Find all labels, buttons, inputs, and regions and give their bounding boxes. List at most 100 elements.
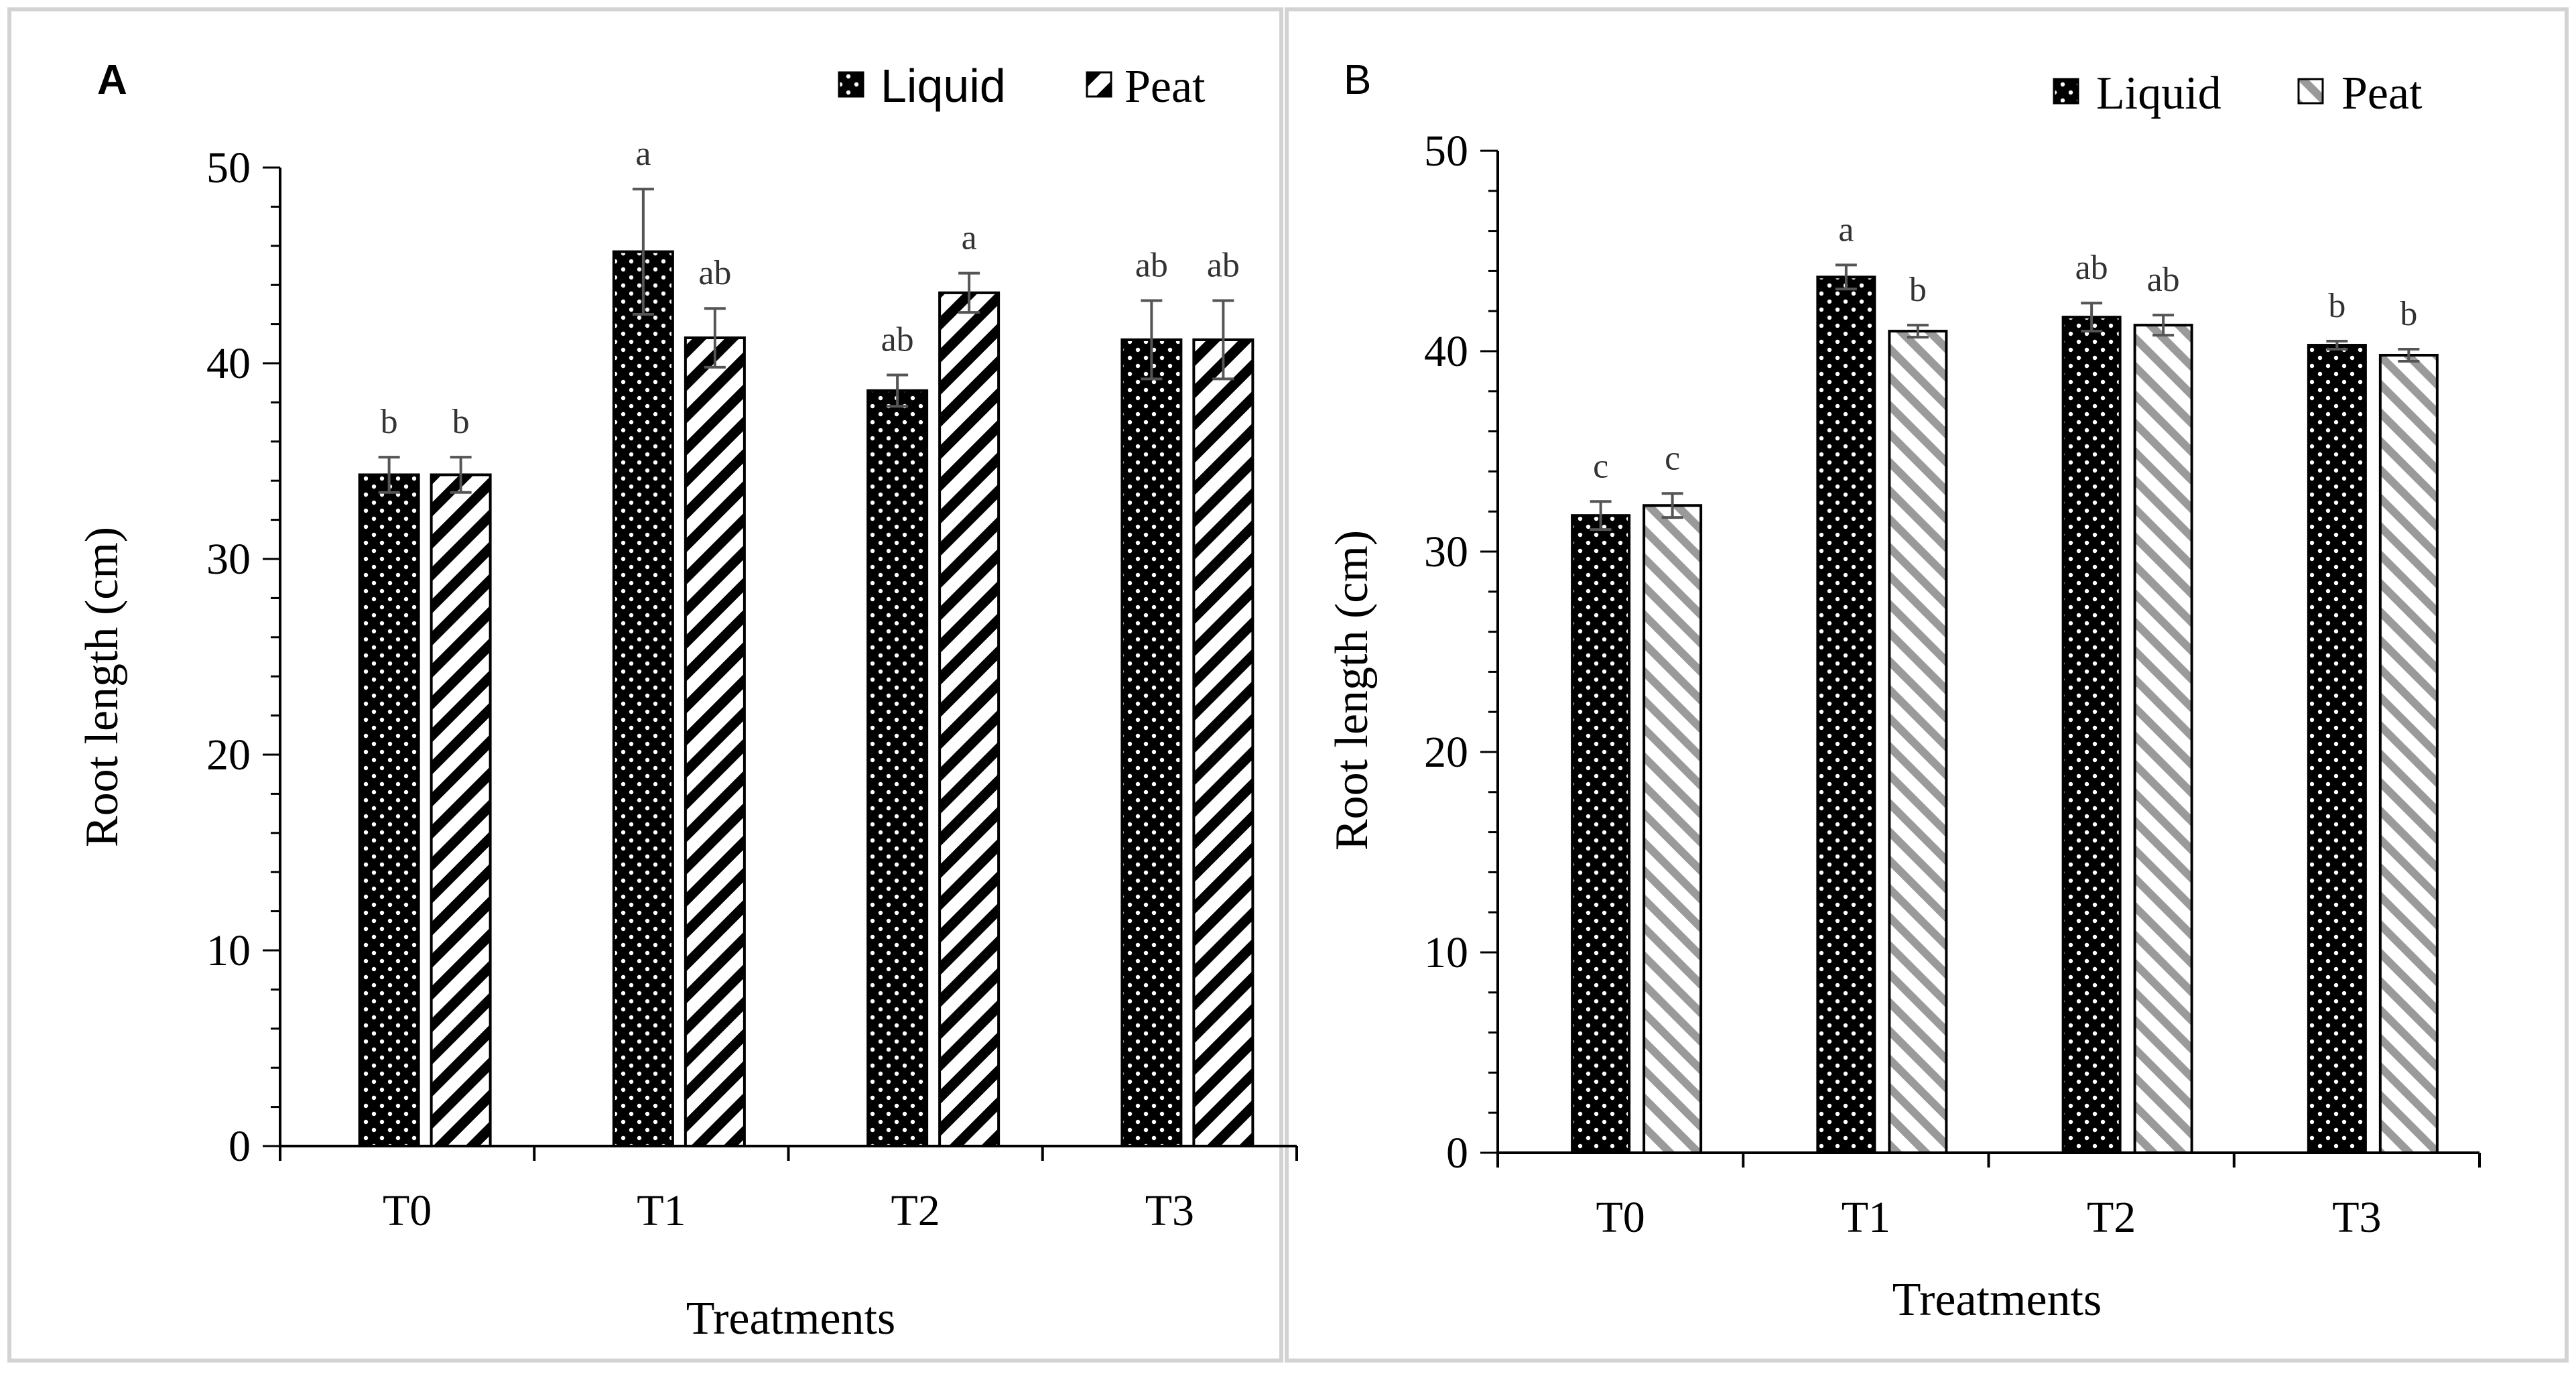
panel-a-letter: A <box>97 57 127 103</box>
y-tick-label-a-50: 50 <box>206 143 251 192</box>
x-axis-title-b: Treatments <box>1892 1274 2102 1326</box>
error-bar-b-liquid-t2 <box>2081 302 2103 333</box>
sig-letter-b-peat-t1: b <box>1909 271 1927 309</box>
bar-a-peat-t3 <box>1192 338 1254 1148</box>
error-bar-a-peat-t1 <box>704 307 726 369</box>
legend-b-liquid-swatch <box>2053 78 2079 105</box>
error-bar-a-liquid-t3 <box>1141 299 1163 381</box>
sig-letter-a-liquid-t2: ab <box>881 321 914 359</box>
bar-b-peat-t2 <box>2133 324 2193 1154</box>
y-ticks-a: 0 10 20 30 40 50 <box>206 143 251 1171</box>
sig-letter-b-liquid-t2: ab <box>2075 249 2108 287</box>
legend-b-liquid-label: Liquid <box>2096 68 2221 119</box>
sig-letter-b-peat-t0: c <box>1665 439 1680 477</box>
y-tick-label-a-20: 20 <box>206 731 251 779</box>
axes-a <box>263 166 1298 1161</box>
sig-letter-a-peat-t3: ab <box>1207 247 1240 285</box>
legend-a-peat-label: Peat <box>1124 61 1206 113</box>
y-tick-label-a-0: 0 <box>229 1122 251 1171</box>
bar-a-peat-t2 <box>938 291 1001 1147</box>
sig-letter-b-liquid-t1: a <box>1838 210 1854 249</box>
sig-letter-b-liquid-t0: c <box>1593 447 1608 485</box>
x-tick-label-a-t2: T2 <box>891 1186 940 1235</box>
bar-b-liquid-t1 <box>1816 275 1876 1154</box>
legend-a-liquid-label: Liquid <box>881 60 1006 112</box>
sig-letter-b-peat-t3: b <box>2400 295 2417 333</box>
sig-letters-a: b b a ab ab a ab ab <box>381 135 1240 441</box>
y-tick-label-b-20: 20 <box>1424 728 1468 777</box>
error-bar-a-peat-t0 <box>450 456 472 494</box>
y-tick-label-b-30: 30 <box>1424 527 1468 576</box>
panel-b-letter: B <box>1344 57 1371 103</box>
error-bar-b-peat-t0 <box>1661 492 1683 519</box>
bar-b-liquid-t2 <box>2061 316 2122 1154</box>
x-tick-label-b-t0: T0 <box>1596 1193 1645 1242</box>
error-bar-a-liquid-t0 <box>378 456 400 494</box>
x-tick-label-a-t3: T3 <box>1145 1186 1194 1235</box>
bars-a <box>358 250 1254 1148</box>
bars-b <box>1571 275 2439 1155</box>
error-bar-a-peat-t3 <box>1212 299 1234 381</box>
y-axis-title-a: Root length (cm) <box>76 527 128 847</box>
x-tick-label-a-t1: T1 <box>637 1186 686 1235</box>
legend-a-liquid-swatch <box>838 71 864 98</box>
bar-a-peat-t0 <box>430 473 492 1147</box>
error-bar-b-liquid-t1 <box>1835 263 1857 291</box>
bar-b-peat-t0 <box>1643 504 1703 1154</box>
error-bar-b-liquid-t3 <box>2326 340 2348 351</box>
x-axis-title-a: Treatments <box>686 1293 895 1344</box>
axes-b <box>1480 149 2481 1168</box>
y-tick-label-b-50: 50 <box>1424 127 1468 176</box>
error-bar-b-peat-t3 <box>2398 348 2420 363</box>
bar-a-liquid-t0 <box>358 473 420 1147</box>
bar-b-peat-t3 <box>2378 353 2439 1154</box>
bar-a-liquid-t2 <box>866 389 929 1147</box>
y-tick-label-b-10: 10 <box>1424 928 1468 977</box>
error-bar-a-peat-t2 <box>958 271 980 314</box>
sig-letter-b-liquid-t3: b <box>2328 287 2345 325</box>
error-bar-b-liquid-t0 <box>1590 500 1612 531</box>
error-bars-a <box>378 188 1234 494</box>
sig-letter-a-liquid-t3: ab <box>1135 247 1168 285</box>
bar-a-peat-t1 <box>684 336 746 1147</box>
y-tick-label-b-0: 0 <box>1446 1129 1468 1178</box>
bar-a-liquid-t3 <box>1120 338 1183 1148</box>
sig-letter-a-liquid-t0: b <box>381 403 398 441</box>
sig-letter-a-peat-t0: b <box>452 403 470 441</box>
y-tick-label-b-40: 40 <box>1424 327 1468 376</box>
y-ticks-b: 0 10 20 30 40 50 <box>1424 127 1468 1178</box>
y-axis-title-b: Root length (cm) <box>1326 530 1378 850</box>
bar-a-liquid-t1 <box>612 250 674 1147</box>
x-ticks-b: T0 T1 T2 T3 <box>1596 1193 2381 1242</box>
legend-b-peat-swatch <box>2297 78 2324 105</box>
error-bar-a-liquid-t2 <box>887 373 909 408</box>
y-tick-label-a-10: 10 <box>206 926 251 975</box>
sig-letter-a-peat-t1: ab <box>698 254 731 292</box>
sig-letter-a-liquid-t1: a <box>635 135 651 173</box>
x-tick-label-b-t2: T2 <box>2087 1193 2136 1242</box>
error-bar-b-peat-t2 <box>2152 314 2175 337</box>
error-bar-a-liquid-t1 <box>632 188 654 316</box>
legend-b: Liquid Peat <box>2053 68 2423 119</box>
error-bars-b <box>1590 263 2420 531</box>
legend-a: Liquid Peat <box>838 60 1206 113</box>
sig-letter-a-peat-t2: a <box>962 219 977 257</box>
bar-b-peat-t1 <box>1888 330 1948 1155</box>
x-tick-label-b-t3: T3 <box>2332 1193 2381 1242</box>
bar-b-liquid-t0 <box>1571 514 1631 1154</box>
y-tick-label-a-30: 30 <box>206 535 251 584</box>
y-tick-label-a-40: 40 <box>206 339 251 388</box>
error-bar-b-peat-t1 <box>1907 324 1929 339</box>
panel-a-frame <box>7 7 1283 1363</box>
panel-b-frame <box>1285 7 2569 1363</box>
bar-b-liquid-t3 <box>2307 344 2367 1154</box>
x-ticks-a: T0 T1 T2 T3 <box>383 1186 1194 1235</box>
sig-letter-b-peat-t2: ab <box>2147 261 2180 299</box>
legend-a-peat-swatch <box>1086 71 1112 98</box>
x-tick-label-a-t0: T0 <box>383 1186 432 1235</box>
x-tick-label-b-t1: T1 <box>1842 1193 1890 1242</box>
